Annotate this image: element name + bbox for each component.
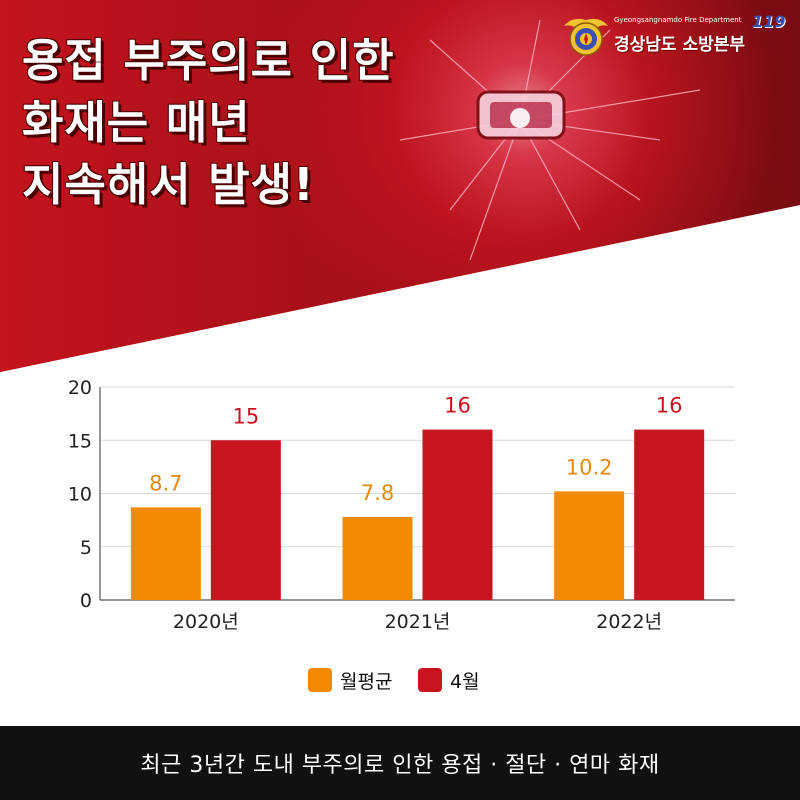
y-tick-labels: 0 5 10 15 20: [68, 377, 92, 612]
bar-april: [210, 440, 281, 600]
bar-chart: 0 5 10 15 20 8.7 15 7.8 16 10.2 16 2020년 2021년 2022…: [68, 377, 735, 693]
y-tick-label: 15: [68, 430, 92, 452]
headline-line-3: 지속해서 발생!: [22, 158, 315, 211]
red-left-fade: [0, 0, 800, 372]
bar-april: [422, 429, 493, 600]
data-label: 16: [444, 394, 471, 418]
headline: 용접 부주의로 인한 화재는 매년 지속해서 발생!: [22, 30, 395, 216]
data-label: 7.8: [361, 481, 394, 505]
bars: [130, 429, 705, 600]
x-tick-label: 2020년: [173, 611, 239, 633]
x-tick-label: 2021년: [385, 611, 451, 633]
data-labels: 8.7 15 7.8 16 10.2 16: [149, 394, 682, 505]
dept-english-name: Gyeongsangnamdo Fire Department: [614, 16, 742, 24]
legend-swatch: [418, 668, 442, 692]
x-tick-labels: 2020년 2021년 2022년: [173, 611, 662, 633]
axes: [99, 387, 735, 601]
bar-monthly-average: [130, 507, 201, 600]
footer-bar: 최근 3년간 도내 부주의로 인한 용접 · 절단 · 연마 화재: [0, 726, 800, 800]
headline-line-1: 용접 부주의로 인한: [22, 34, 395, 87]
grid-lines: [100, 386, 735, 548]
footer-caption: 최근 3년간 도내 부주의로 인한 용접 · 절단 · 연마 화재: [140, 753, 660, 778]
fire-department-logo: Gyeongsangnamdo Fire Department 119 경상남도…: [562, 12, 788, 62]
y-tick-label: 20: [68, 377, 92, 399]
y-tick-label: 10: [68, 484, 92, 506]
x-tick-label: 2022년: [596, 611, 662, 633]
headline-line-2: 화재는 매년: [22, 96, 251, 149]
data-label: 10.2: [566, 455, 613, 479]
legend-swatch: [308, 668, 332, 692]
dept-korean-name: 경상남도 소방본부: [614, 35, 746, 55]
data-label: 8.7: [149, 471, 182, 495]
bar-april: [634, 429, 705, 600]
legend-label: 월평균: [340, 671, 392, 693]
y-tick-label: 5: [80, 537, 92, 559]
hero-background: [0, 0, 800, 372]
data-label: 15: [232, 404, 259, 428]
fire-department-emblem-icon: [564, 18, 608, 56]
badge-119: 119: [752, 12, 786, 31]
y-tick-label: 0: [80, 590, 92, 612]
legend: 월평균 4월: [308, 668, 480, 693]
data-label: 16: [656, 394, 683, 418]
bar-monthly-average: [554, 491, 625, 600]
legend-label: 4월: [450, 671, 480, 693]
bar-monthly-average: [342, 516, 413, 600]
